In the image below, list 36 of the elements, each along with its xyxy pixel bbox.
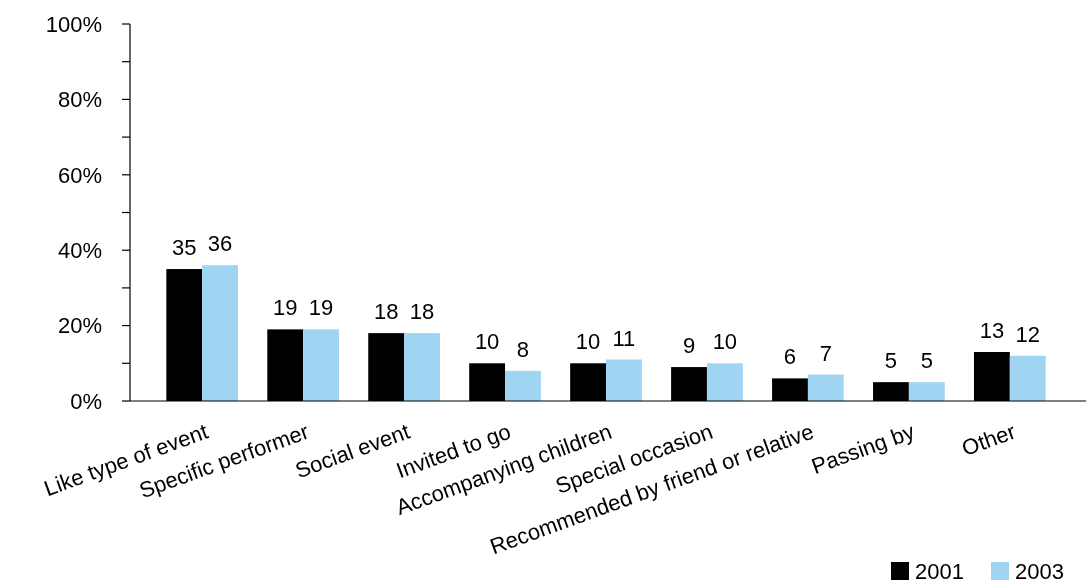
legend-label: 2001 — [915, 558, 964, 584]
data-label: 5 — [920, 348, 933, 374]
data-label: 10 — [575, 329, 601, 355]
data-label: 9 — [682, 333, 696, 359]
data-label: 6 — [783, 344, 797, 370]
bar — [807, 374, 844, 401]
data-label: 18 — [373, 299, 399, 325]
y-tick-label: 20% — [57, 313, 102, 339]
x-tick-label: Other — [958, 418, 1019, 461]
data-label: 19 — [272, 295, 298, 321]
legend-label: 2003 — [1015, 558, 1064, 584]
bar — [202, 265, 239, 401]
data-label: 36 — [207, 231, 233, 257]
data-label: 10 — [712, 329, 738, 355]
y-tick-label: 40% — [57, 237, 102, 263]
bar — [1009, 355, 1046, 401]
data-label: 8 — [516, 336, 530, 362]
data-label: 35 — [172, 235, 197, 261]
y-tick-label: 0% — [70, 388, 102, 414]
bar — [706, 363, 743, 401]
data-label: 13 — [979, 317, 1005, 343]
data-label: 12 — [1015, 321, 1040, 347]
data-label: 19 — [308, 295, 334, 321]
bar — [404, 333, 440, 401]
data-label: 5 — [884, 348, 898, 374]
y-tick-label: 60% — [57, 162, 102, 188]
data-label: 7 — [819, 340, 832, 366]
bar — [303, 329, 339, 401]
data-label: 18 — [409, 299, 435, 325]
bar — [505, 370, 541, 401]
y-tick-label: 80% — [57, 87, 102, 113]
data-label: 10 — [474, 329, 500, 355]
y-tick-label: 100% — [45, 11, 102, 37]
bar — [908, 382, 945, 401]
bar — [606, 359, 642, 401]
data-label: 11 — [612, 325, 636, 351]
